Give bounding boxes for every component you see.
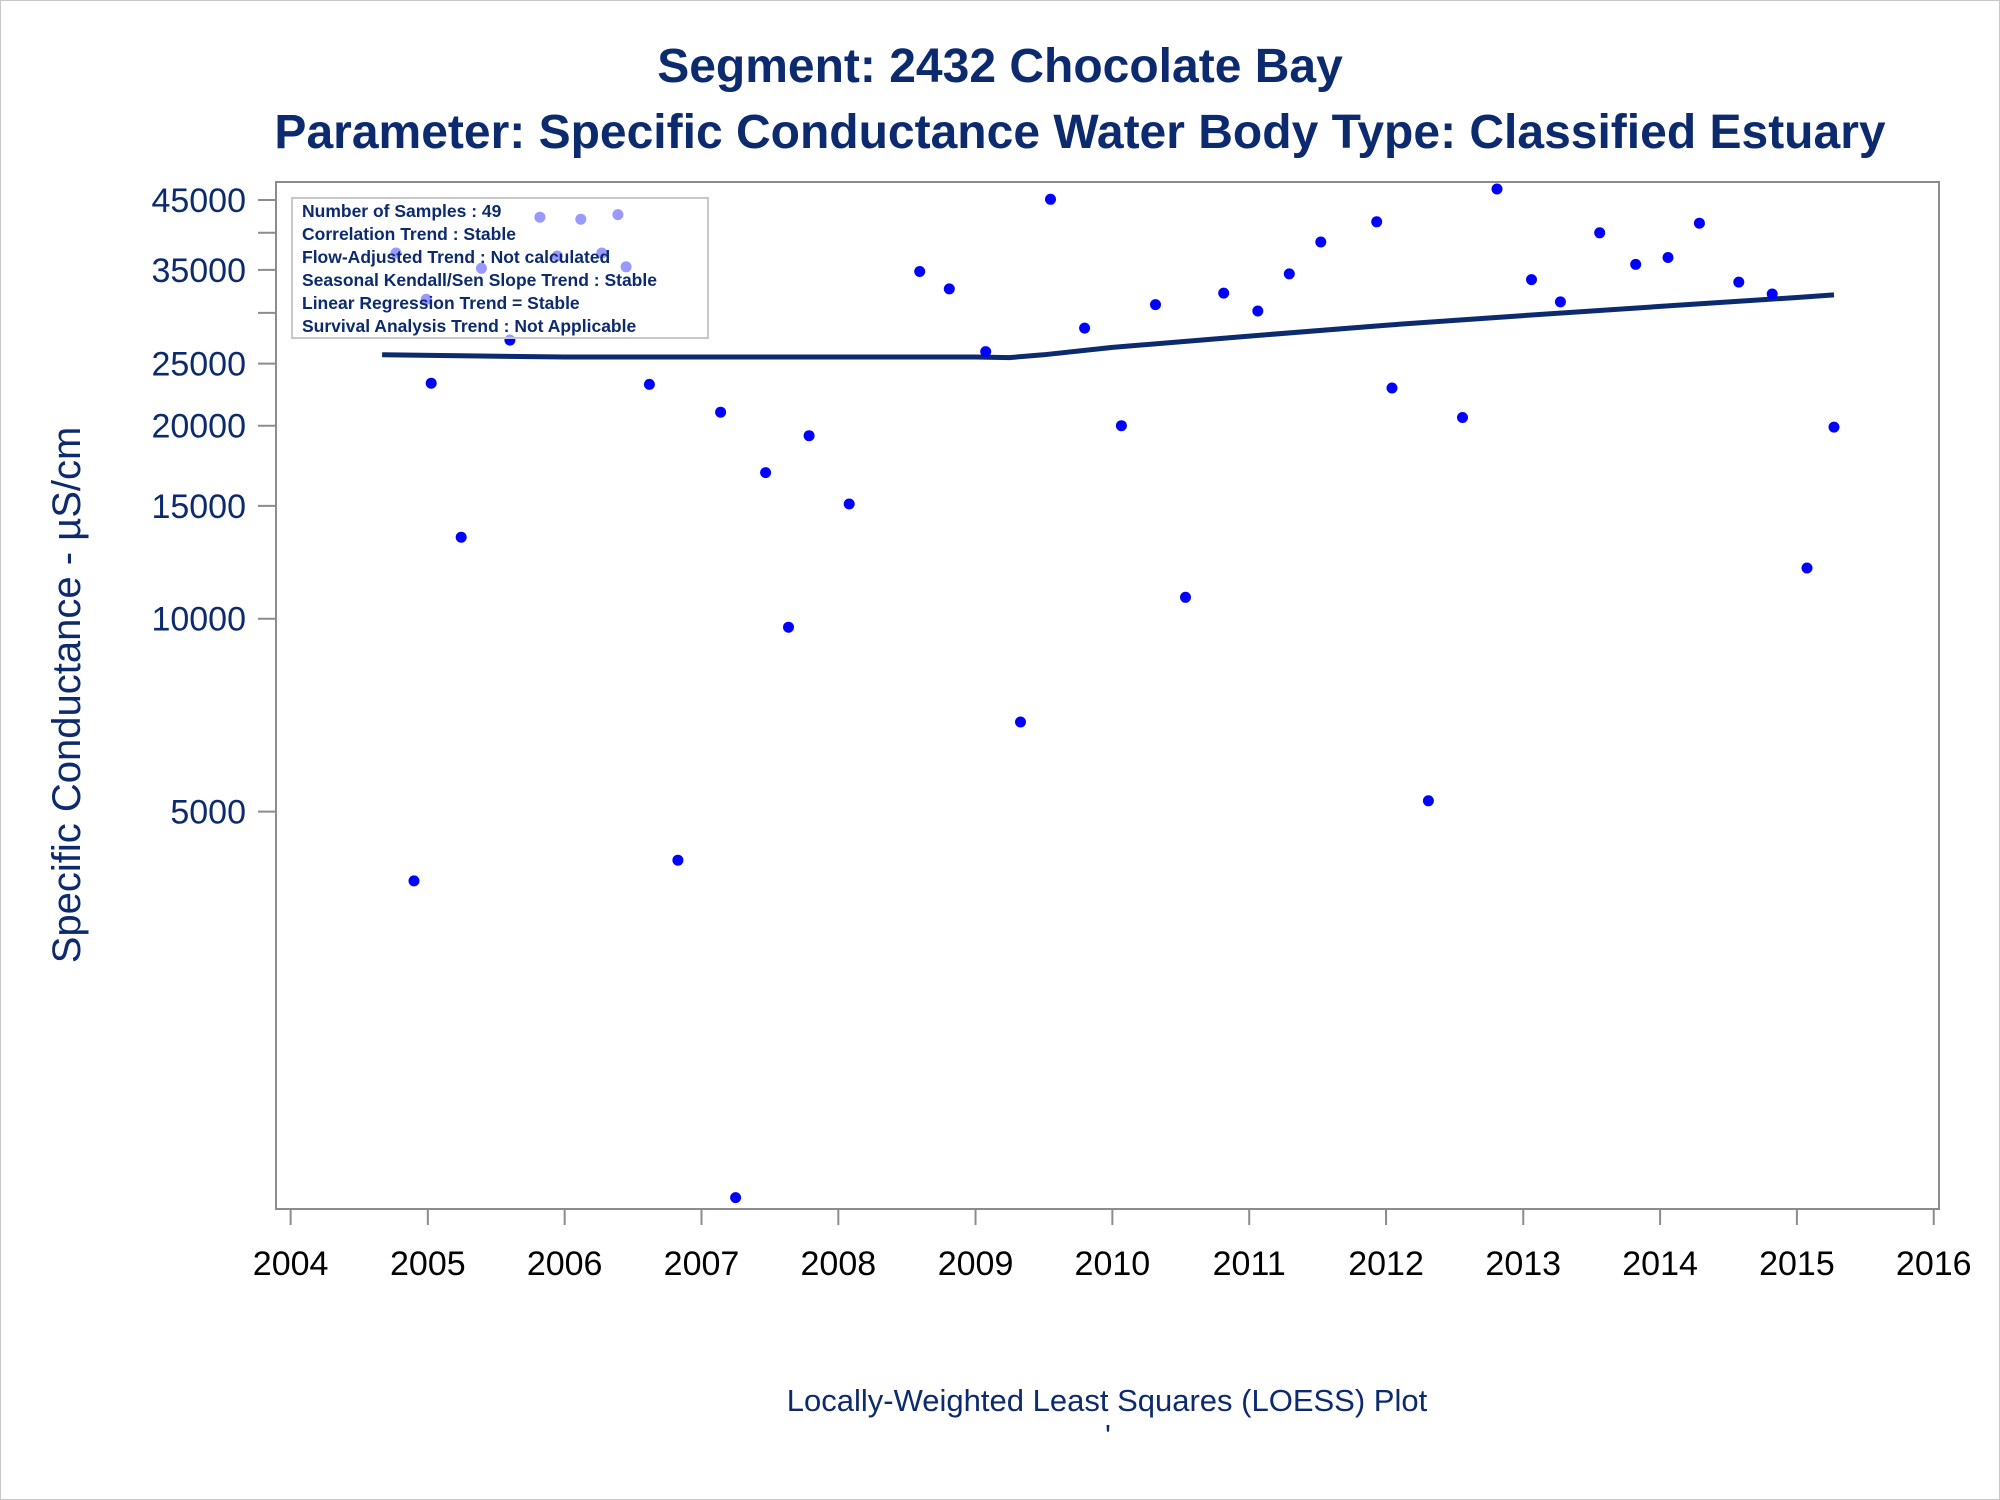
data-point [1252,305,1264,317]
data-point [943,283,955,295]
data-point [455,531,467,543]
x-tick-label: 2014 [1622,1245,1698,1283]
data-point [1662,252,1674,263]
data-point [843,498,855,510]
footnote-mark: ' [1105,1418,1111,1453]
data-point [980,346,992,358]
chart-subtitle: Parameter: Specific Conductance Water Bo… [274,106,1885,159]
loess-line-layer [382,292,1835,361]
y-tick-label: 45000 [151,182,246,220]
y-tick-label: 5000 [170,794,246,832]
data-point [1526,274,1537,286]
data-point [425,377,437,389]
x-tick-label: 2008 [801,1245,877,1283]
y-axis: 5000 10000 15000 20000 25000 35000 45000 [151,182,276,832]
data-point [914,266,926,277]
x-tick-label: 2004 [253,1245,329,1283]
x-tick-label: 2007 [664,1245,740,1283]
data-point [1733,276,1745,288]
x-tick-label: 2006 [527,1245,603,1283]
data-point [1115,420,1127,432]
legend-line: Flow-Adjusted Trend : Not calculated [302,247,610,267]
data-point [783,621,794,633]
data-point [1422,795,1434,807]
y-tick-label: 20000 [151,408,246,446]
data-point [760,467,772,479]
data-point [803,430,815,442]
x-tick-label: 2012 [1348,1245,1424,1283]
data-point [672,854,684,866]
plot-area [275,181,1940,1210]
data-point [1693,217,1705,229]
y-tick-label: 35000 [151,252,246,290]
data-point [1386,382,1398,394]
data-point [1150,299,1161,311]
data-point [1766,288,1778,300]
legend-line: Number of Samples : 49 [302,201,502,221]
loess-line [382,292,1835,361]
data-point [408,875,420,887]
x-axis: 2004 2005 2006 2007 2008 2009 2010 2011 2012 2013… [253,1209,1972,1283]
data-point [1283,268,1295,280]
x-tick-label: 2013 [1485,1245,1561,1283]
x-tick-label: 2009 [938,1245,1014,1283]
legend-line: Survival Analysis Trend : Not Applicable [302,316,636,336]
data-point [715,406,727,418]
data-point [1315,236,1327,248]
data-point [1045,193,1056,205]
data-point [1554,296,1566,308]
legend-line: Correlation Trend : Stable [302,224,516,244]
data-point [1828,421,1840,433]
data-point [1079,322,1091,334]
chart-footnote: Locally-Weighted Least Squares (LOESS) P… [787,1383,1428,1418]
legend-box [291,197,709,339]
y-tick-label: 10000 [151,601,246,639]
legend-line: Linear Regression Trend = Stable [302,293,580,313]
data-point [1594,227,1606,239]
statistics-legend: Number of Samples : 49 Correlation Trend … [291,197,709,339]
data-point [1630,258,1642,270]
data-point [1801,562,1813,574]
legend-line: Seasonal Kendall/Sen Slope Trend : Stabl… [302,270,657,290]
x-tick-label: 2005 [390,1245,466,1283]
data-point [730,1192,742,1204]
x-tick-label: 2015 [1759,1245,1835,1283]
data-point [1457,412,1468,423]
data-point [643,378,655,390]
data-point [1180,591,1191,603]
data-point [1371,216,1383,228]
y-tick-label: 15000 [151,488,246,526]
data-point [1491,183,1503,195]
y-tick-label: 25000 [151,346,246,384]
x-tick-label: 2010 [1075,1245,1151,1283]
x-tick-label: 2016 [1896,1245,1972,1283]
data-point [1218,287,1230,299]
data-point [1015,716,1026,728]
chart-title: Segment: 2432 Chocolate Bay [657,40,1343,93]
y-axis-label: Specific Conductance - µS/cm [45,427,89,964]
x-tick-label: 2011 [1213,1245,1286,1283]
